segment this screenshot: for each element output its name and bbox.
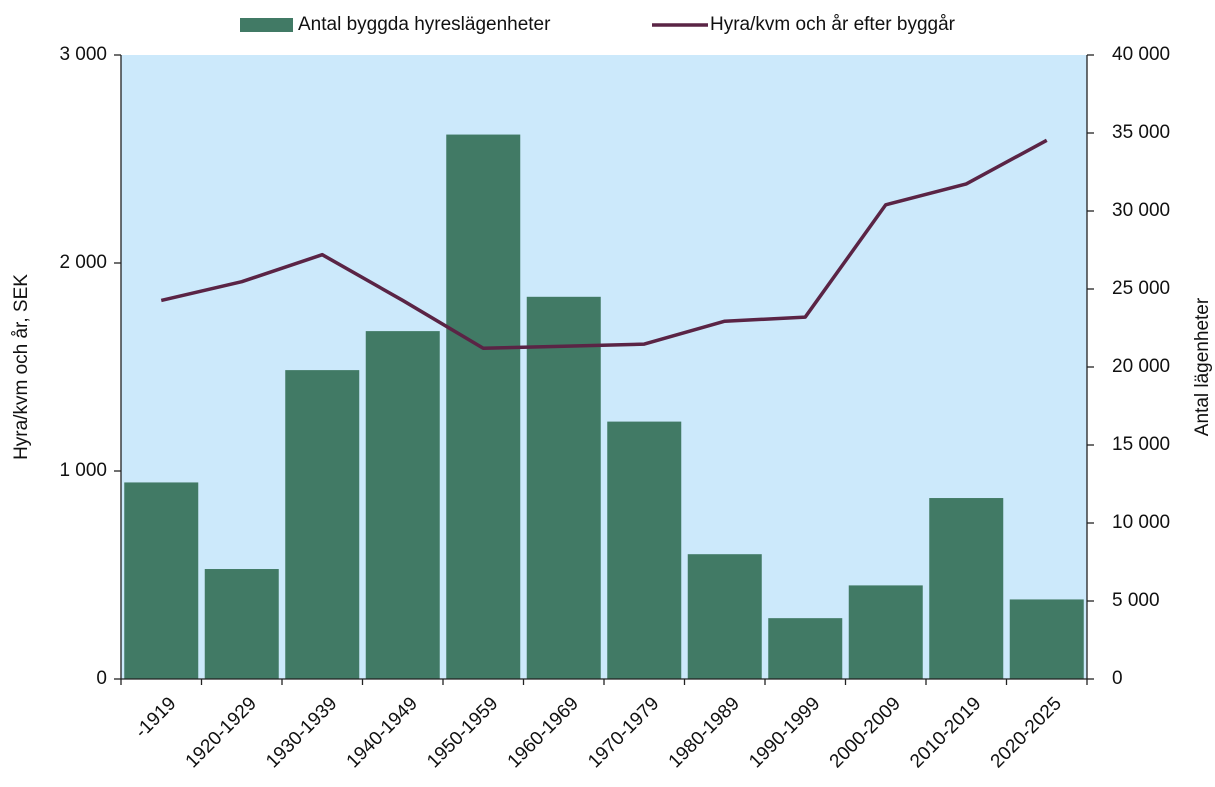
bar (204, 569, 279, 679)
line-series (160, 138, 1048, 351)
x-tick-label: 2020-2025 (987, 693, 1066, 772)
bar (526, 296, 601, 679)
bar (446, 134, 521, 679)
y2-tick-label: 0 (1112, 668, 1123, 689)
bar (1009, 599, 1084, 679)
x-tick-label: -1919 (131, 693, 180, 742)
x-tick-label: 1970-1979 (584, 693, 663, 772)
y2-tick-label: 25 000 (1112, 278, 1170, 299)
x-tick-label: 1980-1989 (665, 693, 744, 772)
x-tick-label: 1930-1939 (262, 693, 341, 772)
y2-axis-title: Antal lägenheter (1192, 297, 1213, 436)
bar (365, 331, 440, 679)
y-tick-label: 0 (96, 668, 107, 689)
legend-swatch (240, 18, 293, 32)
bar (607, 421, 682, 679)
y2-tick-label: 40 000 (1112, 44, 1170, 65)
plot-background (121, 55, 1087, 679)
x-tick-label: 1990-1999 (745, 693, 824, 772)
y-tick-label: 2 000 (59, 252, 107, 273)
legend-label: Antal byggda hyreslägenheter (298, 14, 551, 35)
y2-tick-label: 30 000 (1112, 200, 1170, 221)
legend-label: Hyra/kvm och år efter byggår (710, 14, 956, 35)
x-tick-label: 1960-1969 (504, 693, 583, 772)
y-tick-label: 3 000 (59, 44, 107, 65)
bar (848, 585, 923, 679)
x-tick-label: 1920-1929 (182, 693, 261, 772)
y-tick-label: 1 000 (59, 460, 107, 481)
y2-tick-label: 15 000 (1112, 434, 1170, 455)
x-tick-label: 1940-1949 (343, 693, 422, 772)
bar (768, 618, 843, 679)
bar (124, 482, 199, 679)
y2-tick-label: 10 000 (1112, 512, 1170, 533)
x-tick-label: 2000-2009 (826, 693, 905, 772)
x-tick-label: 2010-2019 (906, 693, 985, 772)
y2-tick-label: 5 000 (1112, 590, 1160, 611)
bar (929, 498, 1004, 679)
bar (687, 554, 762, 679)
y2-tick-label: 35 000 (1112, 122, 1170, 143)
y-axis-title: Hyra/kvm och år, SEK (11, 274, 32, 460)
y2-tick-label: 20 000 (1112, 356, 1170, 377)
x-tick-label: 1950-1959 (423, 693, 502, 772)
bar (285, 370, 360, 679)
